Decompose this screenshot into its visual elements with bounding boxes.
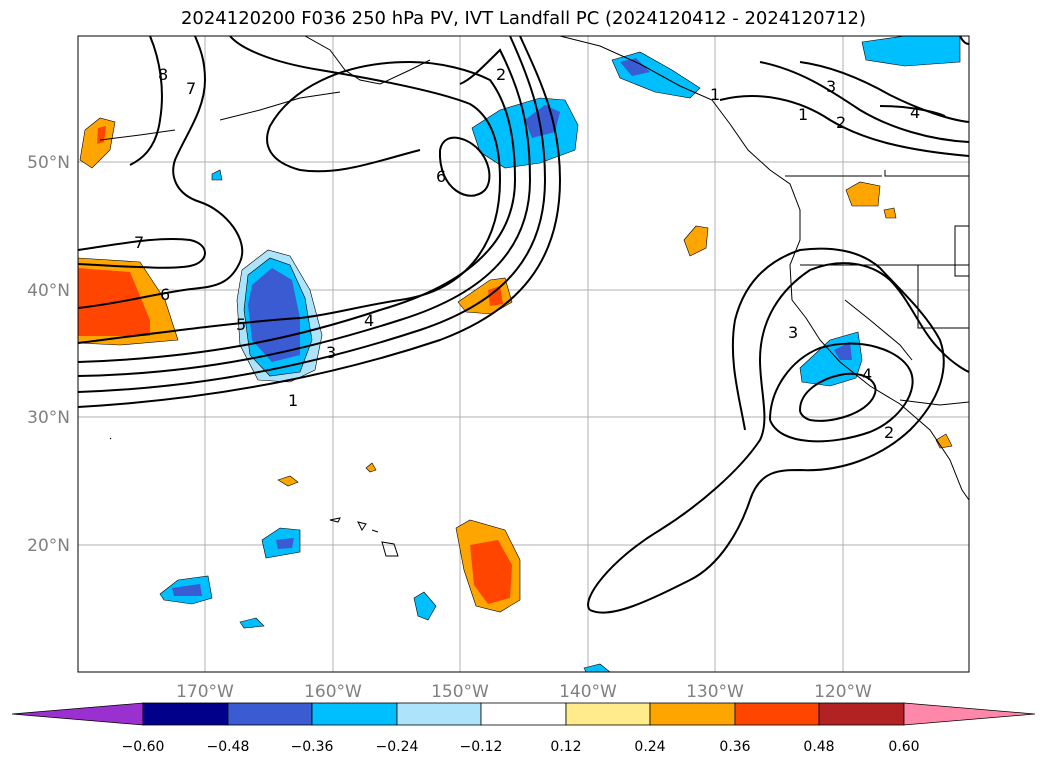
contour-label: 3	[326, 343, 336, 362]
colorbar-ticks: −0.60 −0.48 −0.36 −0.24 −0.12 0.12 0.24 …	[122, 739, 920, 755]
lon-label: 140°W	[559, 682, 617, 702]
plot-area: 8 7 2 3 4 1 2 6 7 6 5 4 3 1 1 3 4 2	[78, 36, 969, 672]
lat-label: 40°N	[27, 281, 70, 301]
contour-label: 3	[826, 77, 836, 96]
colorbar-bin	[311, 702, 398, 726]
colorbar-bin	[142, 702, 229, 726]
colorbar-tick: −0.12	[460, 739, 503, 755]
lon-label: 170°W	[176, 682, 234, 702]
colorbar-bin	[649, 702, 736, 726]
colorbar-bin	[565, 702, 651, 726]
colorbar-tick: 0.60	[888, 739, 919, 755]
colorbar-extend-low	[11, 702, 144, 726]
lon-label: 150°W	[431, 682, 489, 702]
colorbar-tick: −0.24	[376, 739, 419, 755]
contour-label: 2	[884, 423, 894, 442]
contour-label: 4	[910, 103, 920, 122]
colorbar-bin	[227, 702, 313, 726]
lat-label: 20°N	[27, 536, 70, 556]
colorbar-bin	[396, 702, 482, 726]
colorbar-extend-high	[903, 702, 1036, 726]
lon-label: 160°W	[304, 682, 362, 702]
contour-label: 5	[236, 315, 246, 334]
contour-label: 4	[364, 311, 374, 330]
lat-label: 50°N	[27, 153, 70, 173]
plot-frame	[77, 35, 970, 673]
colorbar-tick: −0.36	[291, 739, 334, 755]
contour-label: 1	[710, 85, 720, 104]
lon-label: 130°W	[686, 682, 744, 702]
lat-label: 30°N	[27, 408, 70, 428]
contour-label: 7	[186, 79, 196, 98]
colorbar	[11, 702, 1036, 726]
colorbar-tick: 0.24	[634, 739, 665, 755]
contour-label: 2	[496, 65, 506, 84]
colorbar-bin	[480, 702, 567, 726]
contour-label: 3	[788, 323, 798, 342]
contour-label: 2	[836, 113, 846, 132]
longitude-labels: 170°W 160°W 150°W 140°W 130°W 120°W	[176, 682, 872, 702]
contour-labels: 8 7 2 3 4 1 2 6 7 6 5 4 3 1 1 3 4 2	[134, 65, 920, 442]
contour-label: 4	[862, 365, 872, 384]
map-title: 2024120200 F036 250 hPa PV, IVT Landfall…	[180, 8, 867, 29]
colorbar-tick: −0.48	[207, 739, 250, 755]
contour-label: 1	[288, 391, 298, 410]
ivt-contours	[78, 36, 969, 614]
lon-label: 120°W	[814, 682, 872, 702]
contour-label: 7	[134, 233, 144, 252]
colorbar-tick: 0.12	[550, 739, 581, 755]
latitude-labels: 50°N 40°N 30°N 20°N	[27, 153, 70, 556]
colorbar-bin	[734, 702, 820, 726]
colorbar-tick: 0.48	[803, 739, 834, 755]
colorbar-tick: −0.60	[122, 739, 165, 755]
colorbar-tick: 0.36	[719, 739, 750, 755]
contour-label: 6	[436, 167, 446, 186]
contour-label: 1	[798, 105, 808, 124]
contour-label: 8	[158, 65, 168, 84]
colorbar-bin	[818, 702, 905, 726]
contour-label: 6	[160, 285, 170, 304]
